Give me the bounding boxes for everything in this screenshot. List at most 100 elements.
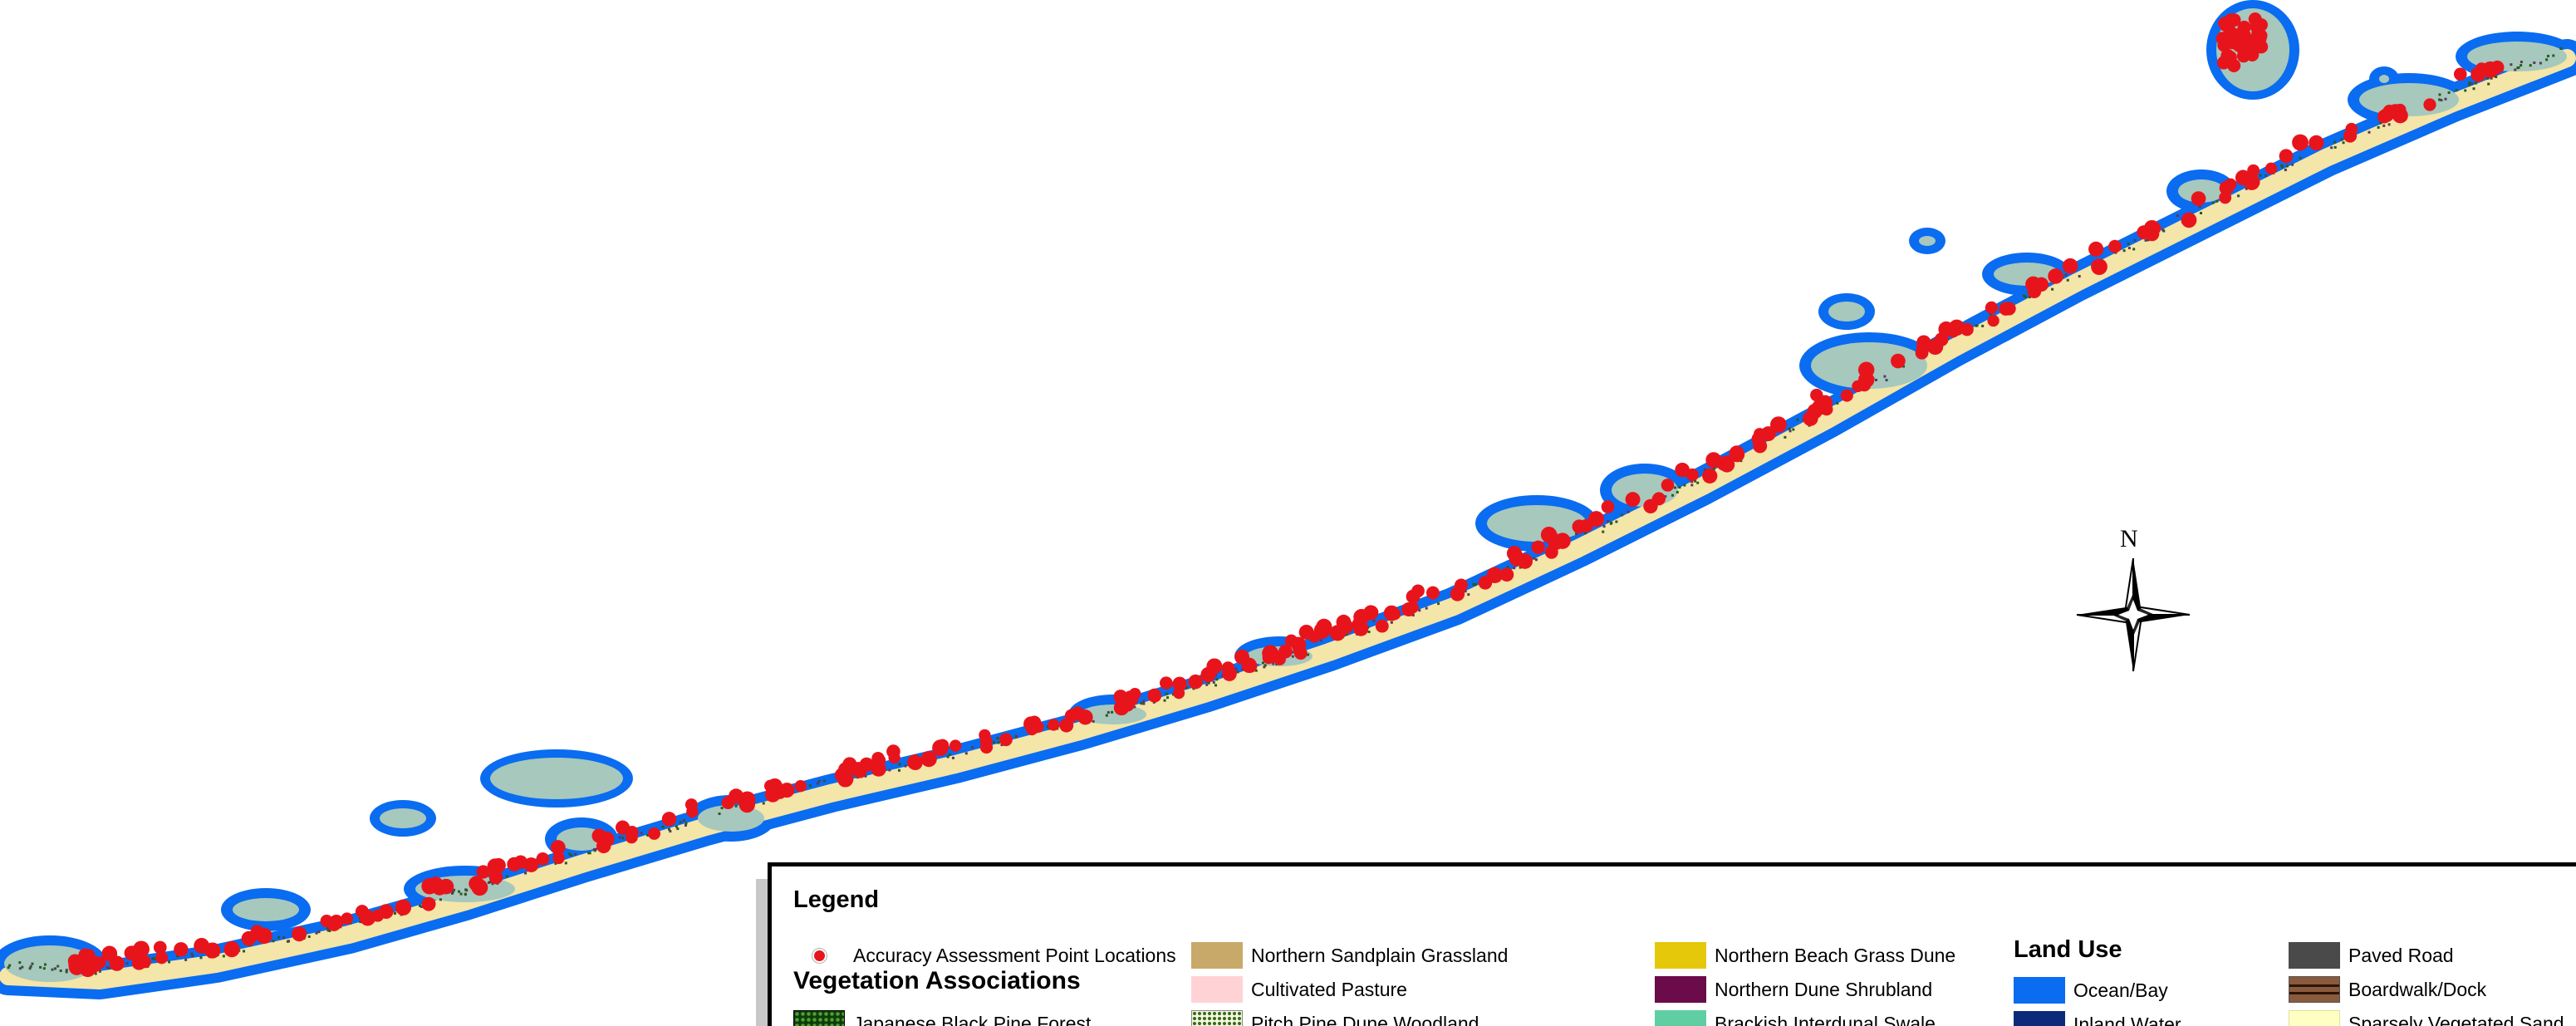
assessment-point xyxy=(1999,302,2013,316)
shrub-speckle xyxy=(2051,287,2054,291)
shrub-speckle xyxy=(2342,141,2345,145)
barrier-island-land xyxy=(0,8,2576,989)
shrub-speckle xyxy=(464,893,467,896)
shrub-speckle xyxy=(1467,593,1470,596)
shrub-speckle xyxy=(1696,481,1700,484)
assessment-point xyxy=(738,796,755,813)
shrub-speckle xyxy=(53,967,56,970)
shrub-speckle xyxy=(315,931,318,935)
shrub-speckle xyxy=(554,862,557,865)
assessment-point xyxy=(2143,219,2161,237)
shrub-speckle xyxy=(488,881,492,884)
bay-lobe-vegetation xyxy=(1487,505,1587,542)
shrub-speckle xyxy=(8,964,12,967)
assessment-point xyxy=(1817,395,1833,410)
assessment-point xyxy=(851,762,866,778)
shrub-speckle xyxy=(1602,525,1606,528)
assessment-point xyxy=(1729,446,1745,463)
assessment-point xyxy=(2227,32,2241,47)
assessment-point xyxy=(1411,584,1425,598)
assessment-point xyxy=(764,786,781,803)
assessment-point xyxy=(359,910,376,926)
shrub-speckle xyxy=(420,905,424,908)
shrub-speckle xyxy=(1885,379,1888,382)
shrub-speckle xyxy=(2464,89,2467,92)
legend-item-label: Northern Dune Shrubland xyxy=(1715,978,1933,1000)
shrub-speckle xyxy=(996,737,999,740)
assessment-point xyxy=(935,739,949,753)
shrub-speckle xyxy=(2264,174,2268,177)
paved-road-swatch xyxy=(2289,942,2340,969)
shrub-speckle xyxy=(1883,375,1887,378)
shrub-speckle xyxy=(190,952,194,955)
shrub-speckle xyxy=(720,807,724,810)
shrub-speckle xyxy=(98,970,101,973)
shrub-speckle xyxy=(1664,495,1667,498)
shrub-speckle xyxy=(65,970,68,974)
shrub-speckle xyxy=(1291,655,1294,658)
assessment-point xyxy=(1241,657,1257,674)
red-point-icon xyxy=(793,942,845,969)
shrub-speckle xyxy=(287,940,291,943)
assessment-point xyxy=(1401,602,1416,617)
shrub-speckle xyxy=(1390,621,1393,624)
assessment-point xyxy=(2250,19,2264,33)
shrub-speckle xyxy=(2340,138,2343,141)
legend-item-label: Accuracy Assessment Point Locations xyxy=(853,944,1176,966)
assessment-point xyxy=(68,959,86,975)
shrub-speckle xyxy=(2211,201,2215,204)
shrub-speckle xyxy=(524,871,527,875)
shrub-speckle xyxy=(464,888,468,891)
legend-item-label: Pitch Pine Dune Woodland xyxy=(1251,1012,1479,1026)
legend-item-label: Ocean/Bay xyxy=(2073,979,2168,1001)
shrub-speckle xyxy=(1142,700,1146,703)
assessment-point xyxy=(194,937,210,954)
legend-item-ocean-bay: Ocean/Bay xyxy=(2014,975,2168,1005)
shrub-speckle xyxy=(718,812,721,816)
shrub-speckle xyxy=(897,768,900,772)
shrub-speckle xyxy=(1425,606,1428,610)
shrub-speckle xyxy=(1683,484,1686,487)
assessment-point xyxy=(1891,353,1906,369)
sand-strip xyxy=(0,49,2576,989)
assessment-point xyxy=(432,880,448,896)
shrub-speckle xyxy=(1411,613,1415,616)
shrub-speckle xyxy=(2486,76,2490,80)
shrub-speckle xyxy=(1533,557,1536,560)
shrub-speckle xyxy=(948,753,951,756)
shrub-speckle xyxy=(1234,667,1238,670)
ocean-bay-area xyxy=(0,0,2576,999)
assessment-point xyxy=(1388,607,1401,621)
shrub-speckle xyxy=(1092,719,1095,723)
cultivated-pasture-swatch xyxy=(1191,976,1243,1003)
assessment-point xyxy=(471,879,488,896)
assessment-point xyxy=(1336,614,1352,630)
shrub-speckle xyxy=(168,960,171,964)
legend-item-label: Paved Road xyxy=(2348,944,2454,966)
shrub-speckle xyxy=(65,969,68,972)
shrub-speckle xyxy=(2237,194,2240,198)
shrub-speckle xyxy=(1367,631,1371,634)
shrub-speckle xyxy=(993,740,996,744)
shrub-speckle xyxy=(1981,324,1985,327)
shrub-speckle xyxy=(951,756,954,759)
legend-panel: Legend Accuracy Assessment Point Locatio… xyxy=(768,862,2576,1026)
shrub-speckle xyxy=(176,955,179,958)
assessment-point xyxy=(371,909,385,922)
assessment-point xyxy=(2108,239,2122,253)
shrub-speckle xyxy=(734,804,738,808)
shrub-speckle xyxy=(661,826,665,829)
shrub-speckle xyxy=(31,962,34,965)
shrub-speckle xyxy=(646,833,650,837)
shrub-speckle xyxy=(282,936,286,940)
islet-vegetation xyxy=(1828,302,1865,322)
assessment-point xyxy=(1531,540,1545,554)
legend-item-dune-shrubland: Northern Dune Shrubland xyxy=(1655,974,1932,1004)
bay-lobe-vegetation xyxy=(2178,179,2225,203)
shrub-speckle xyxy=(1345,632,1348,636)
assessment-point xyxy=(595,831,607,844)
assessment-point xyxy=(1172,676,1187,691)
assessment-point xyxy=(153,940,167,955)
assessment-point xyxy=(2235,169,2251,186)
shrub-speckle xyxy=(1875,378,1878,381)
